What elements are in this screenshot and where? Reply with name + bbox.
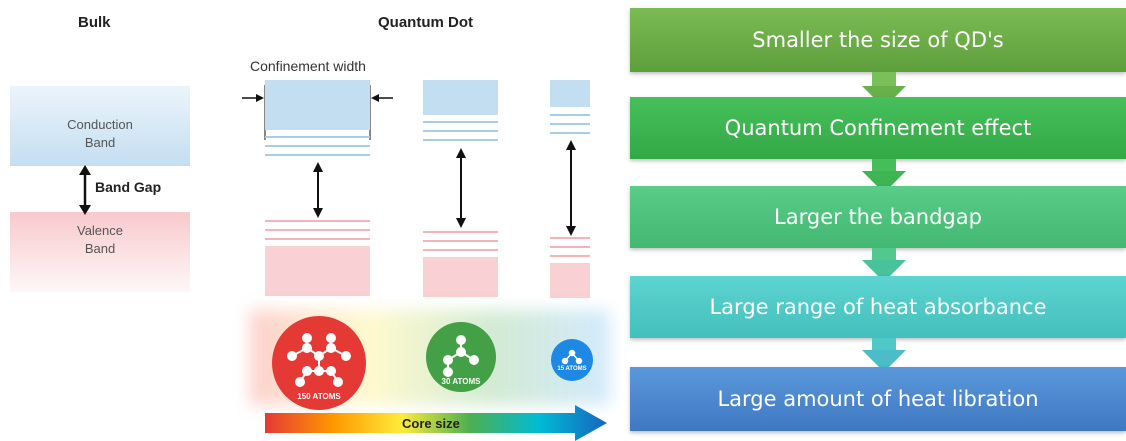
- conduction-band-label: Conduction Band: [67, 117, 133, 150]
- atom-caption-30: 30 ATOMS: [441, 377, 481, 386]
- flow-step-4: Large range of heat absorbance: [630, 276, 1126, 338]
- atom-cluster-30: 30 ATOMS: [426, 322, 496, 392]
- valence-band-label: Valence Band: [76, 223, 123, 256]
- core-size-arrow: [265, 405, 607, 441]
- atom-caption-15: 15 ATOMS: [557, 366, 587, 372]
- confinement-width-label: Confinement width: [250, 58, 366, 74]
- flow-arrow-stem-1: [872, 72, 896, 88]
- molecule-icon: [443, 335, 479, 377]
- band-gap-arrow: [79, 165, 91, 215]
- quantum-dot-title: Quantum Dot: [378, 14, 473, 31]
- molecule-icon: [561, 349, 583, 365]
- flow-step-2: Quantum Confinement effect: [630, 97, 1126, 159]
- band-gap-label: Band Gap: [95, 179, 162, 195]
- core-size-label: Core size: [402, 416, 460, 431]
- atom-cluster-15: 15 ATOMS: [551, 339, 593, 381]
- conduction-band: [10, 86, 190, 166]
- atom-cluster-150: 150 ATOMS: [272, 316, 366, 410]
- flow-arrow-stem-3: [872, 248, 896, 262]
- atom-caption-150: 150 ATOMS: [297, 392, 341, 401]
- flow-step-1: Smaller the size of QD's: [630, 8, 1126, 72]
- flow-step-5: Large amount of heat libration: [630, 367, 1126, 431]
- valence-band: [10, 212, 190, 292]
- flow-arrow-stem-4: [872, 338, 896, 352]
- bulk-title: Bulk: [78, 14, 111, 31]
- flow-step-3: Larger the bandgap: [630, 186, 1126, 248]
- quantum-dot-bands: [242, 80, 590, 298]
- flow-arrow-4: [862, 350, 906, 372]
- flow-arrow-stem-2: [872, 159, 896, 173]
- molecule-icon: [287, 333, 351, 387]
